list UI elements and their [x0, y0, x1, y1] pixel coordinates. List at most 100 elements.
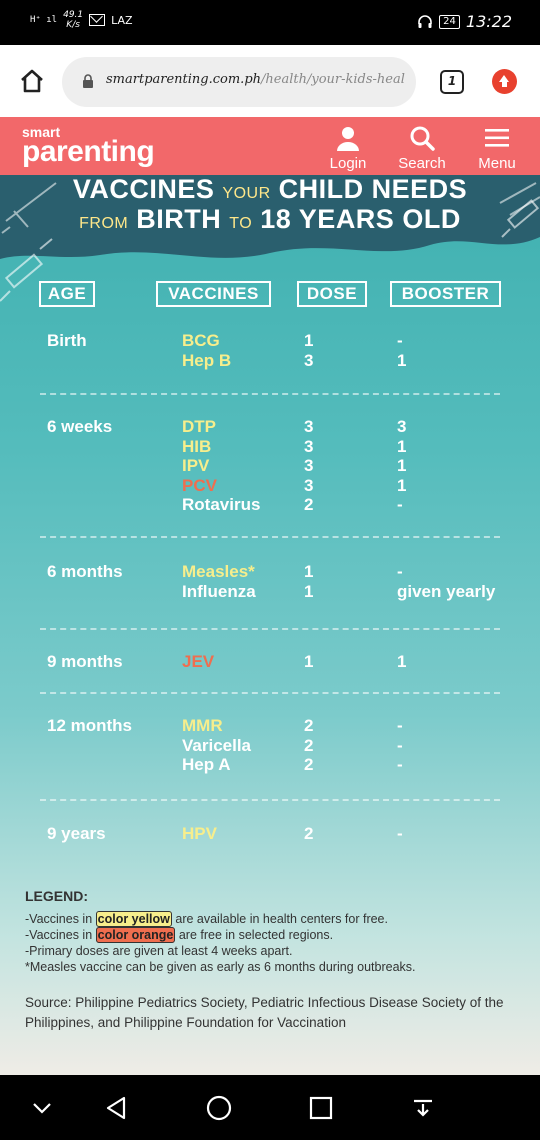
legend-title: LEGEND:	[25, 888, 88, 904]
url-text[interactable]: smartparenting.com.ph/health/your-kids-h…	[106, 72, 405, 87]
header-booster: BOOSTER	[390, 281, 501, 307]
dose-value: 2	[304, 716, 314, 735]
home-icon[interactable]	[204, 1093, 234, 1123]
age-label: 6 months	[47, 562, 123, 581]
booster-value: 1	[397, 456, 407, 475]
legend-line: -Primary doses are given at least 4 week…	[25, 944, 293, 958]
booster-value: -	[397, 755, 403, 774]
source-note: Source: Philippine Pediatrics Society, P…	[25, 995, 504, 1030]
user-icon	[337, 127, 359, 151]
booster-value: 1	[397, 652, 407, 671]
vaccine-name: HPV	[182, 824, 217, 843]
vaccine-name: HIB	[182, 436, 212, 456]
vaccine-name: BCG	[182, 331, 220, 350]
vaccine-name: MMR	[182, 716, 223, 735]
menu-button[interactable]: Menu	[465, 125, 529, 172]
url-domain: smartparenting.com.ph	[106, 72, 262, 87]
row-divider	[40, 536, 500, 538]
vaccine-name: Hep A	[182, 755, 231, 774]
dose-value: 1	[304, 581, 314, 601]
dose-value: 3	[304, 417, 314, 436]
infographic-title-line1: VACCINES YOUR CHILD NEEDS	[72, 175, 468, 204]
booster-value: -	[397, 331, 403, 350]
booster-value: given yearly	[397, 581, 496, 601]
system-nav-bar	[0, 1075, 540, 1140]
dose-value: 3	[304, 436, 314, 456]
vaccine-name: Hep B	[182, 350, 232, 370]
age-label: 12 months	[47, 716, 133, 735]
booster-value: -	[397, 735, 403, 755]
booster-value: 1	[397, 350, 407, 370]
booster-value: -	[397, 495, 403, 514]
mail-icon	[89, 14, 106, 26]
browser-toolbar: smartparenting.com.ph/health/your-kids-h…	[0, 45, 540, 117]
age-label: 9 years	[47, 824, 106, 843]
legend-line: -Vaccines in color yellow are available …	[25, 911, 388, 927]
status-bar: H⁺ ıl 49.1 K/s LAZ 24 13:22	[0, 0, 540, 45]
signal-icon: H⁺ ıl	[30, 14, 58, 25]
row-divider	[40, 692, 500, 694]
lock-icon	[83, 74, 93, 88]
vaccine-name: Influenza	[182, 581, 256, 601]
recents-icon[interactable]	[306, 1093, 336, 1123]
url-path: /health/your-kids-heal	[261, 72, 405, 87]
search-icon	[410, 126, 435, 151]
dose-value: 2	[304, 735, 314, 755]
vaccine-name: PCV	[182, 475, 217, 495]
age-label: 6 weeks	[47, 417, 113, 436]
chevron-down-icon[interactable]	[27, 1093, 57, 1123]
menu-label: Menu	[478, 155, 516, 172]
dose-value: 1	[304, 331, 314, 350]
site-logo[interactable]: smart parenting	[22, 124, 155, 167]
vaccine-name: Measles*	[182, 562, 255, 581]
login-button[interactable]: Login	[316, 125, 380, 172]
row-divider	[40, 799, 500, 801]
upload-icon[interactable]	[492, 69, 517, 94]
header-dose: DOSE	[297, 281, 367, 307]
dose-value: 3	[304, 350, 314, 370]
address-bar[interactable]: smartparenting.com.ph/health/your-kids-h…	[62, 57, 416, 107]
clock: 13:22	[465, 12, 512, 31]
legend-line: *Measles vaccine can be given as early a…	[25, 960, 416, 974]
booster-value: -	[397, 716, 403, 735]
dose-value: 3	[304, 475, 314, 495]
tab-switcher-button[interactable]: 1	[440, 70, 464, 94]
dose-value: 2	[304, 824, 314, 843]
vaccine-name: Rotavirus	[182, 495, 261, 514]
syringe-icon	[501, 199, 540, 238]
site-header: smart parenting Login Search Me	[0, 117, 540, 175]
network-speed: 49.1 K/s	[63, 10, 84, 30]
age-label: Birth	[47, 331, 87, 350]
dose-value: 2	[304, 755, 314, 774]
logo-top: smart	[22, 124, 61, 140]
booster-value: 3	[397, 417, 407, 436]
booster-value: -	[397, 562, 403, 581]
booster-value: 1	[397, 436, 407, 456]
home-icon[interactable]	[18, 67, 46, 95]
vaccine-name: IPV	[182, 456, 210, 475]
booster-value: -	[397, 824, 403, 843]
row-divider	[40, 628, 500, 630]
banner-background	[0, 175, 540, 259]
dose-value: 1	[304, 652, 314, 671]
header-vaccines: VACCINES	[156, 281, 271, 307]
dose-value: 1	[304, 562, 314, 581]
vaccine-infographic: VACCINES YOUR CHILD NEEDS FROM BIRTH TO …	[0, 175, 540, 1075]
hamburger-icon	[485, 129, 509, 147]
notification-pull-icon[interactable]	[408, 1093, 438, 1123]
login-label: Login	[329, 155, 367, 172]
infographic-title-line2: FROM BIRTH TO 18 YEARS OLD	[79, 204, 461, 234]
header-age: AGE	[39, 281, 95, 307]
syringe-icon	[0, 238, 53, 302]
legend: LEGEND: -Vaccines in color yellow are av…	[25, 888, 525, 975]
row-divider	[40, 393, 500, 395]
dose-value: 3	[304, 456, 314, 475]
age-label: 9 months	[47, 652, 123, 671]
legend-line: -Vaccines in color orange are free in se…	[25, 927, 334, 943]
battery-icon: 24	[439, 14, 460, 29]
vaccine-name: JEV	[182, 652, 215, 671]
carrier-label: LAZ	[111, 13, 133, 27]
search-button[interactable]: Search	[390, 125, 454, 172]
headphones-icon	[418, 14, 432, 28]
back-icon[interactable]	[102, 1093, 132, 1123]
